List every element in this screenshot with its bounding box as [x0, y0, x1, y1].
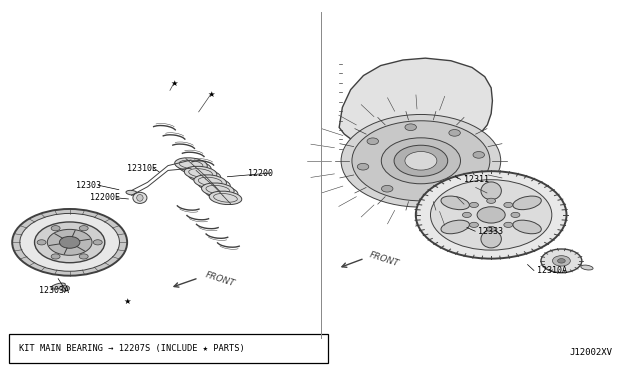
- Text: 12303A: 12303A: [39, 286, 69, 295]
- Text: FRONT: FRONT: [369, 251, 401, 269]
- Circle shape: [463, 212, 471, 218]
- Circle shape: [357, 163, 369, 170]
- Ellipse shape: [580, 265, 593, 270]
- Text: 12200: 12200: [248, 169, 273, 177]
- Circle shape: [486, 227, 495, 232]
- Ellipse shape: [205, 186, 238, 199]
- Circle shape: [504, 222, 513, 227]
- Text: 12200E: 12200E: [90, 193, 120, 202]
- Ellipse shape: [184, 166, 217, 180]
- Text: 12333: 12333: [478, 227, 504, 236]
- Circle shape: [79, 225, 88, 231]
- Circle shape: [511, 212, 520, 218]
- Circle shape: [381, 185, 393, 192]
- Circle shape: [416, 171, 566, 259]
- Text: KIT MAIN BEARING → 12207S (INCLUDE ★ PARTS): KIT MAIN BEARING → 12207S (INCLUDE ★ PAR…: [19, 344, 244, 353]
- Circle shape: [20, 214, 120, 271]
- Circle shape: [47, 230, 92, 255]
- Ellipse shape: [137, 195, 143, 201]
- Ellipse shape: [133, 192, 147, 203]
- Circle shape: [557, 259, 565, 263]
- Circle shape: [552, 256, 570, 266]
- Circle shape: [486, 198, 495, 203]
- Circle shape: [394, 145, 448, 176]
- Ellipse shape: [194, 175, 227, 188]
- Text: 12311: 12311: [464, 175, 489, 184]
- Text: ★: ★: [124, 297, 131, 306]
- Ellipse shape: [513, 196, 541, 210]
- Circle shape: [470, 202, 479, 208]
- Circle shape: [477, 207, 505, 223]
- Circle shape: [541, 249, 582, 273]
- Circle shape: [60, 285, 70, 291]
- Circle shape: [35, 222, 105, 263]
- Circle shape: [352, 121, 490, 201]
- Circle shape: [463, 177, 475, 184]
- Ellipse shape: [188, 169, 221, 183]
- Text: 12310A: 12310A: [537, 266, 567, 275]
- Circle shape: [51, 254, 60, 259]
- Text: ★: ★: [171, 78, 178, 87]
- Ellipse shape: [198, 178, 230, 191]
- Circle shape: [381, 138, 461, 184]
- Ellipse shape: [209, 191, 242, 205]
- Circle shape: [426, 191, 437, 198]
- Circle shape: [473, 151, 484, 158]
- Circle shape: [367, 138, 378, 145]
- Circle shape: [470, 222, 479, 227]
- Text: 12310E: 12310E: [127, 164, 157, 173]
- Circle shape: [431, 180, 552, 250]
- Ellipse shape: [481, 182, 501, 200]
- Ellipse shape: [202, 183, 234, 196]
- Circle shape: [12, 209, 127, 276]
- Ellipse shape: [51, 283, 65, 289]
- Circle shape: [93, 240, 102, 245]
- Ellipse shape: [513, 220, 541, 234]
- Text: J12002XV: J12002XV: [569, 347, 612, 356]
- Ellipse shape: [441, 196, 469, 210]
- Polygon shape: [339, 58, 492, 155]
- Circle shape: [405, 124, 417, 131]
- Circle shape: [504, 202, 513, 208]
- FancyBboxPatch shape: [9, 334, 328, 363]
- Circle shape: [449, 129, 460, 136]
- Ellipse shape: [481, 230, 501, 248]
- Circle shape: [405, 151, 437, 170]
- Text: FRONT: FRONT: [204, 270, 236, 288]
- Ellipse shape: [126, 190, 137, 195]
- Circle shape: [51, 225, 60, 231]
- Ellipse shape: [179, 161, 211, 174]
- Ellipse shape: [175, 158, 207, 171]
- Circle shape: [341, 115, 500, 207]
- Circle shape: [37, 240, 46, 245]
- Text: 12303: 12303: [76, 181, 101, 190]
- Circle shape: [79, 254, 88, 259]
- Circle shape: [60, 236, 80, 248]
- Text: ★: ★: [208, 90, 215, 99]
- Ellipse shape: [441, 220, 469, 234]
